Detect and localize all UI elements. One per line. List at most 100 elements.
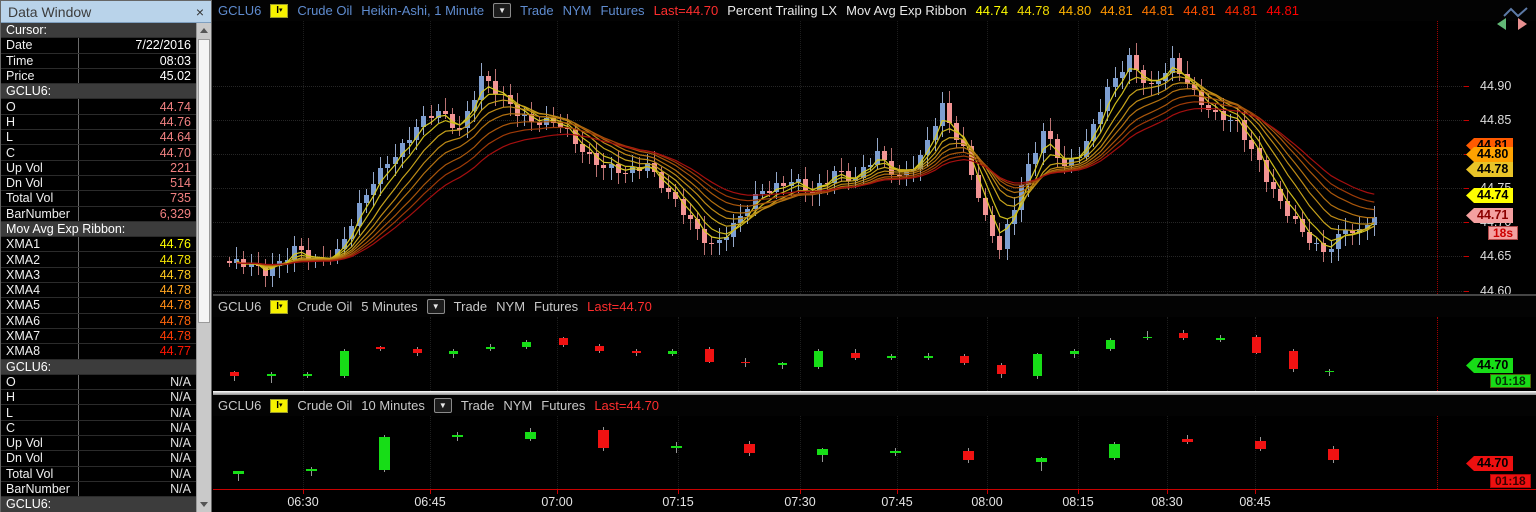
data-row-o: O 44.74 (1, 99, 196, 115)
candle (1321, 242, 1326, 253)
ribbon-value-3: 44.80 (1058, 3, 1092, 18)
row-value: N/A (170, 451, 191, 466)
interval-icon[interactable]: I ▾ (270, 299, 289, 314)
close-icon[interactable]: × (195, 3, 204, 20)
candle-wick (769, 180, 770, 198)
row-value: 6,329 (159, 206, 191, 221)
candle (947, 102, 952, 123)
scrollbar-thumb[interactable] (198, 39, 210, 323)
candle (1177, 58, 1182, 74)
data-row-xma1: XMA1 44.76 (1, 237, 196, 253)
candle (637, 166, 642, 172)
row-value: 44.70 (159, 145, 191, 160)
candle (1357, 228, 1362, 234)
candle-wick (1220, 334, 1221, 342)
interval-dropdown[interactable]: ▼ (433, 398, 452, 413)
candle (1293, 215, 1298, 219)
time-axis-tick (1255, 490, 1256, 494)
panel-divider[interactable] (213, 294, 1536, 296)
symbol: GCLU6 (218, 3, 262, 18)
candle (580, 143, 585, 153)
candle (853, 178, 858, 181)
candle (595, 345, 604, 351)
data-row-c: C 44.70 (1, 145, 196, 161)
data-row-xma6: XMA6 44.78 (1, 313, 196, 329)
candle (1257, 148, 1262, 161)
gridline (213, 222, 1464, 223)
chart-plot-10min[interactable] (213, 416, 1464, 489)
gridline (557, 317, 558, 391)
chart-plot-5min[interactable] (213, 317, 1464, 391)
candle-wick (503, 85, 504, 108)
price-axis-tick (1464, 120, 1469, 121)
row-value: N/A (170, 482, 191, 497)
candle (230, 372, 239, 376)
trade-label: Trade (453, 299, 488, 314)
interval-dropdown[interactable]: ▼ (426, 299, 445, 314)
candle (666, 188, 671, 192)
candle (659, 171, 664, 189)
candle (525, 431, 536, 439)
candle (705, 349, 714, 362)
candle (652, 163, 657, 172)
price-axis-label: 44.85 (1480, 113, 1512, 127)
gridline (800, 21, 801, 294)
candle (472, 100, 477, 112)
candle (601, 165, 606, 168)
row-value: 514 (170, 176, 191, 191)
candle (1365, 225, 1370, 229)
row-value: N/A (170, 374, 191, 389)
row-label: XMA6 (1, 313, 79, 328)
chart-plot-1min[interactable] (213, 21, 1464, 294)
candle (1134, 55, 1139, 71)
candle-wick (459, 116, 460, 137)
chart-navigation-icon[interactable] (1494, 6, 1530, 32)
panel-splitter[interactable] (213, 391, 1536, 395)
candle (1012, 210, 1017, 224)
candle (1005, 223, 1010, 250)
candle (598, 430, 609, 448)
ribbon-value-6: 44.81 (1183, 3, 1216, 18)
data-row-barnumber: BarNumber N/A (1, 481, 196, 498)
candle-wick (1316, 237, 1317, 252)
data-row-dn-vol: Dn Vol N/A (1, 451, 196, 467)
interval-dropdown[interactable]: ▼ (493, 3, 512, 18)
data-window-titlebar[interactable]: Data Window × (1, 1, 211, 23)
candle (817, 182, 822, 195)
gridline (1255, 317, 1256, 391)
row-value: N/A (170, 405, 191, 420)
time-axis-label: 07:00 (541, 495, 573, 509)
candle (270, 266, 275, 276)
candle-wick (524, 107, 525, 126)
symbol-description: Crude Oil (297, 398, 353, 413)
candle (1206, 105, 1211, 110)
section-header-gclu6: GCLU6: (1, 497, 196, 512)
bar-countdown-badge: 18s (1488, 226, 1519, 240)
gridline (213, 256, 1464, 257)
gridline (1078, 416, 1079, 489)
row-label: Up Vol (1, 160, 79, 175)
ribbon-value-5: 44.81 (1141, 3, 1175, 18)
scroll-up-icon[interactable] (197, 23, 211, 38)
time-axis-label: 06:30 (287, 495, 319, 509)
time-axis-label: 08:45 (1239, 495, 1271, 509)
candle (479, 75, 484, 100)
gridline (213, 120, 1464, 121)
row-label: Total Vol (1, 466, 79, 481)
candle-wick (676, 442, 677, 453)
chart-interval: 10 Minutes (361, 398, 425, 413)
interval-icon[interactable]: I ▾ (270, 3, 289, 18)
interval-icon[interactable]: I ▾ (270, 398, 289, 413)
candle (1120, 71, 1125, 78)
candle (1105, 86, 1110, 112)
candle (486, 347, 495, 349)
crosshair-line (1437, 317, 1438, 391)
candle-wick (798, 173, 799, 193)
sidebar-scrollbar[interactable] (196, 23, 211, 512)
candle (1055, 139, 1060, 159)
candle (1069, 158, 1074, 166)
candle (924, 356, 933, 358)
candle (1109, 444, 1120, 459)
scroll-down-icon[interactable] (197, 497, 211, 512)
candle-wick (841, 157, 842, 182)
